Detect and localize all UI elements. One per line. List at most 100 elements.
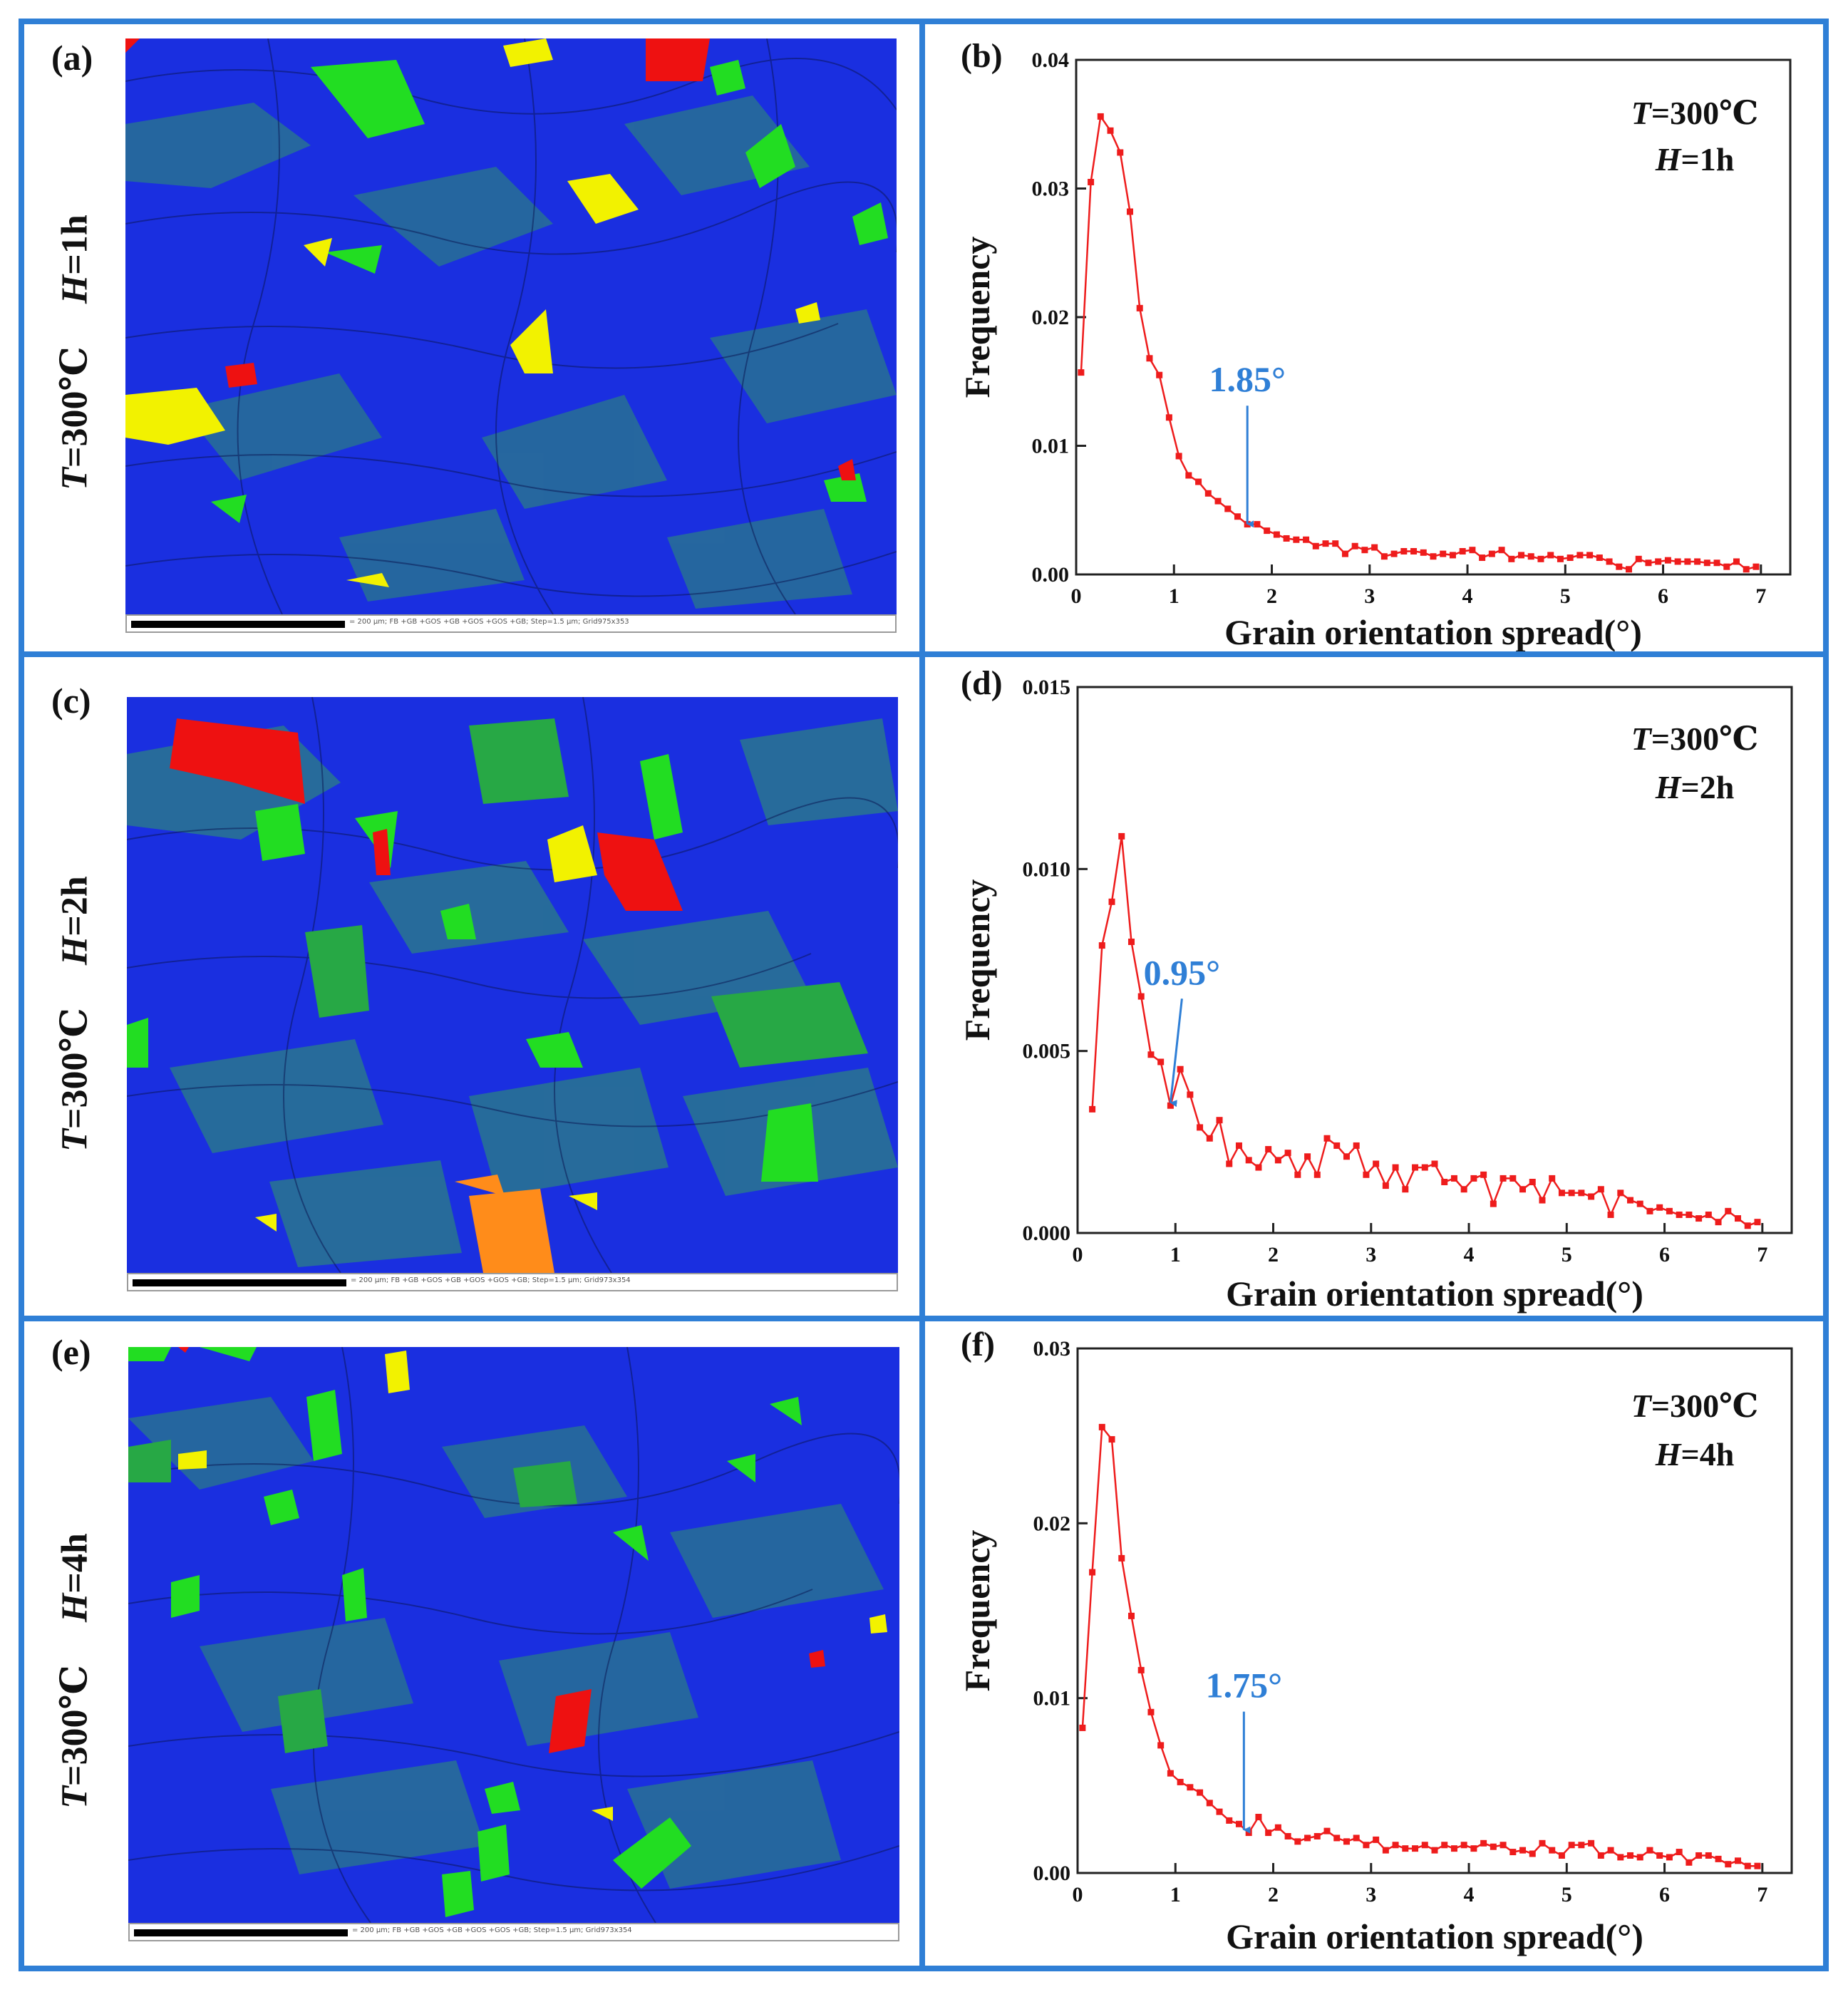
legend-temperature: T=300℃ [1631,95,1758,131]
frame-border-left [19,19,24,1971]
temp-value: =300℃ [54,346,96,468]
data-point [1694,558,1701,565]
scale-bar-line [133,1279,346,1286]
data-point [1529,1179,1536,1186]
data-point [1412,1845,1419,1852]
data-point [1715,1855,1722,1862]
data-point [1469,547,1476,554]
scale-bar: = 200 µm; FB +GB +GOS +GB +GOS +GOS +GB;… [128,1923,899,1941]
panel-letter: (d) [961,664,1003,702]
legend-holding-time: H=4h [1655,1436,1735,1472]
panel-letter: (e) [51,1332,91,1372]
data-point [1245,1157,1252,1164]
data-point [1304,1834,1311,1842]
data-point [1107,127,1114,134]
data-point [1519,1186,1527,1193]
data-point [1127,1612,1135,1619]
data-point [1147,1051,1155,1058]
data-point [1157,1058,1165,1065]
annotation-label: 1.85° [1209,359,1286,399]
data-point [1303,536,1310,543]
gos-chart-d: (d) 0.000 0.005 0.010 0.015 0 1 2 3 4 5 6 7 Grain ori… [957,664,1793,1314]
data-point [1616,563,1623,570]
legend-time-var: H [1655,141,1682,177]
data-point [1686,1211,1693,1218]
data-point [1234,513,1241,520]
data-point [1508,555,1515,562]
x-tick-label: 5 [1560,584,1571,608]
legend-holding-time: H=2h [1655,769,1735,805]
series-line [1080,114,1757,571]
data-point [1617,1854,1624,1861]
map-panel-a: (a) T=300℃ H=1h [24,24,919,651]
legend-temp-var: T [1631,1388,1653,1424]
data-point [1449,552,1456,559]
data-point [1177,1778,1184,1785]
data-point [1686,1859,1693,1866]
data-point [1108,1436,1115,1443]
data-point [1089,1105,1096,1113]
data-point [1735,1857,1742,1864]
data-point [1392,1842,1399,1849]
x-tick-label: 3 [1364,584,1375,608]
data-point [1274,1157,1281,1164]
data-point [1245,1830,1252,1837]
x-tick-label: 7 [1755,584,1766,608]
y-axis-label: Frequency [957,237,997,398]
ebsd-map-image [127,697,898,1273]
data-point [1235,1820,1242,1827]
data-point [1333,1142,1341,1149]
data-point [1294,1171,1301,1178]
data-point [1313,1832,1321,1839]
data-point [1293,536,1300,543]
data-point [1539,1839,1546,1847]
scale-bar: = 200 µm; FB +GB +GOS +GB +GOS +GOS +GB;… [125,614,897,633]
data-point [1470,1845,1477,1852]
y-tick-label: 0.015 [1023,676,1071,699]
data-point [1137,1666,1145,1673]
data-point [1676,1849,1683,1856]
data-point [1568,1842,1575,1849]
data-point [1187,1784,1194,1791]
data-point [1353,1834,1360,1842]
data-point [1557,555,1564,562]
legend-temp-var: T [1631,95,1653,131]
data-point [1400,548,1408,555]
data-point [1509,1849,1517,1856]
time-var: H [54,274,96,304]
data-point [1490,1843,1497,1850]
legend-temperature: T=300℃ [1631,721,1758,757]
x-tick-label: 1 [1170,1883,1181,1906]
data-point [1635,555,1642,562]
data-point [1441,1842,1448,1849]
y-tick-label: 0.01 [1033,1687,1071,1710]
data-point [1204,490,1212,497]
annotation-arrow [1169,998,1183,1108]
data-point [1715,1219,1722,1226]
data-point [1363,1842,1370,1849]
data-point [1636,1200,1643,1207]
data-point [1578,1189,1585,1197]
data-point [1547,552,1554,559]
time-value: =4h [54,1533,96,1594]
data-point [1733,558,1740,565]
data-point [1380,553,1388,560]
data-point [1441,1179,1448,1186]
gos-map-graphic [125,38,897,614]
data-point [1509,1175,1517,1182]
x-tick-label: 3 [1366,1883,1376,1906]
x-tick-label: 5 [1561,1243,1572,1266]
data-point [1695,1852,1703,1859]
legend-time-value: =4h [1681,1436,1734,1472]
data-point [1430,553,1437,560]
data-point [1343,1153,1350,1160]
data-point [1627,1197,1634,1204]
x-tick-label: 2 [1268,1243,1279,1266]
data-point [1566,554,1574,562]
data-point [1440,550,1447,557]
data-point [1304,1153,1311,1160]
data-point [1137,993,1145,1000]
y-tick-label: 0.03 [1033,1337,1071,1361]
y-tick-label: 0.00 [1033,1862,1071,1885]
